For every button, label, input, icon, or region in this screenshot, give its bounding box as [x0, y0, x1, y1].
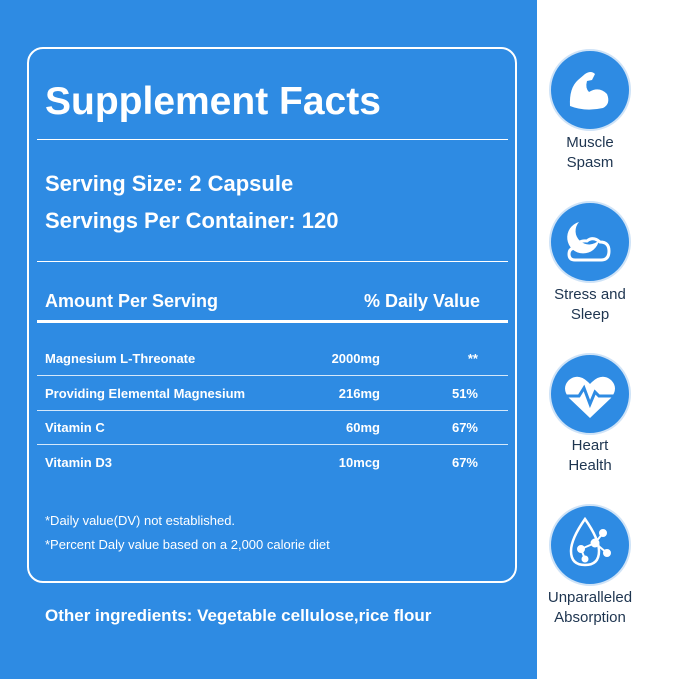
nutrient-name: Vitamin D3 [45, 454, 112, 470]
daily-value: 67% [451, 454, 478, 470]
divider [37, 261, 508, 262]
amount: 60mg [346, 420, 380, 435]
feature-line: Absorption [554, 608, 626, 626]
amount: 216mg [338, 385, 380, 401]
feature-label: Unparalleled Absorption [545, 588, 635, 628]
feature-label: Stress and Sleep [545, 285, 635, 325]
daily-value: 51% [451, 385, 478, 401]
feature-label: Heart Health [545, 436, 635, 476]
nutrient-name: Vitamin C [45, 420, 105, 435]
table-row: Magnesium L-Threonate 2000mg ** [45, 351, 478, 371]
table-row: Providing Elemental Magnesium 216mg 51% [45, 386, 478, 406]
absorption-icon [549, 504, 631, 586]
row-divider [37, 375, 508, 376]
feature-line: Health [568, 457, 612, 474]
amount: 10mcg [338, 454, 380, 470]
row-divider [37, 444, 508, 445]
nutrient-name: Providing Elemental Magnesium [45, 385, 246, 401]
row-divider [37, 409, 508, 411]
muscle-icon [549, 49, 631, 131]
table-header: % Daily Value [363, 291, 480, 311]
serving-size: Serving Size: 2 Capsule [45, 171, 294, 196]
feature-label: Muscle Spasm [545, 133, 635, 173]
sleep-icon [549, 201, 631, 283]
table-header: Amount Per Serving [45, 291, 219, 311]
daily-value: ** [467, 351, 478, 366]
feature-line: Muscle [566, 134, 614, 151]
divider [37, 320, 508, 323]
amount: 2000mg [331, 351, 380, 366]
feature-line: Spasm [566, 154, 614, 171]
feature-line: Unparalleled [547, 588, 633, 606]
divider [37, 139, 508, 140]
footnote: *Percent Daly value based on a 2,000 cal… [45, 537, 330, 552]
daily-value: 67% [451, 420, 478, 435]
heart-icon [549, 353, 631, 435]
servings-per-container: Servings Per Container: 120 [45, 208, 339, 233]
panel-background [0, 0, 537, 679]
table-row: Vitamin D3 10mcg 67% [45, 455, 478, 475]
feature-line: Sleep [570, 305, 610, 323]
feature-line: Stress and [554, 285, 626, 303]
feature-line: Heart [571, 437, 609, 454]
nutrient-name: Magnesium L-Threonate [45, 351, 196, 366]
table-row: Vitamin C 60mg 67% [45, 420, 478, 440]
other-ingredients: Other ingredients: Vegetable cellulose,r… [45, 606, 432, 625]
footnote: *Daily value(DV) not established. [45, 513, 236, 528]
title: Supplement Facts [45, 80, 381, 123]
facts-box [27, 47, 517, 583]
